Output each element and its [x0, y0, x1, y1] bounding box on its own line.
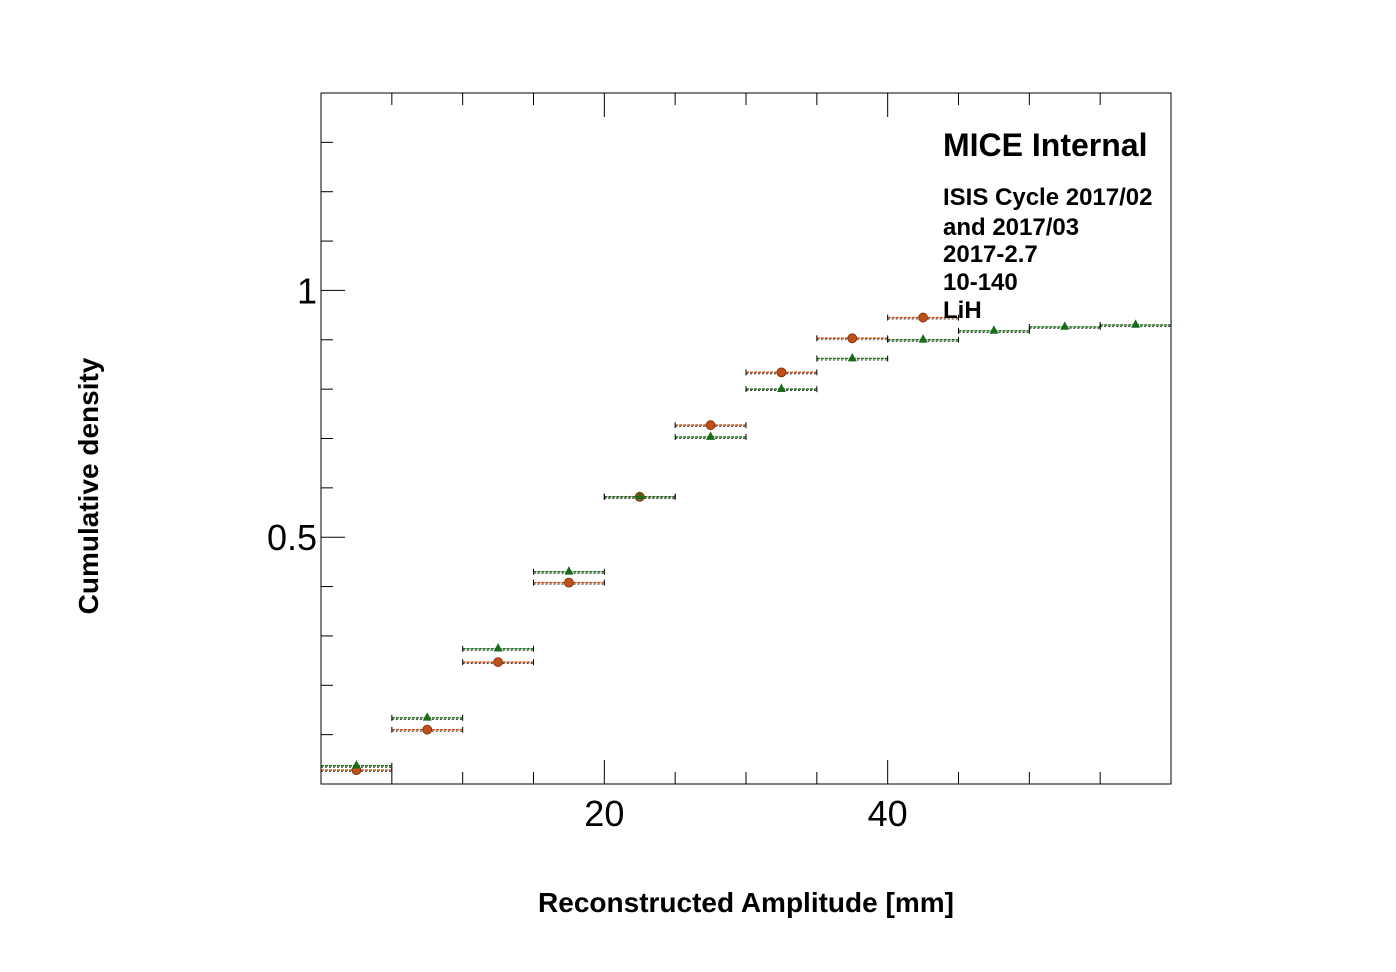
- series-2: [320, 319, 1172, 769]
- data-point: [1099, 319, 1172, 328]
- marker-triangle: [351, 760, 361, 769]
- marker-circle: [422, 724, 433, 735]
- marker-triangle: [1060, 321, 1070, 330]
- data-point: [816, 333, 889, 344]
- data-point: [462, 657, 534, 667]
- marker-circle: [918, 312, 928, 323]
- annotation-line-2: and 2017/03: [943, 214, 1079, 241]
- marker-triangle: [776, 383, 786, 392]
- marker-triangle: [847, 352, 857, 362]
- data-point: [887, 334, 959, 343]
- y-axis-title: Cumulative density: [73, 357, 104, 614]
- data-point: [816, 352, 889, 362]
- data-point: [533, 577, 605, 588]
- data-point: [320, 760, 393, 769]
- annotation-line-5: LiH: [943, 297, 982, 324]
- marker-triangle: [493, 643, 503, 652]
- x-tick-label: 40: [868, 793, 908, 834]
- data-point: [745, 367, 818, 378]
- marker-triangle: [422, 712, 432, 721]
- annotation-title: MICE Internal: [943, 127, 1147, 163]
- data-point: [391, 724, 464, 735]
- marker-triangle: [706, 431, 716, 440]
- y-tick-label: 0.5: [267, 517, 317, 558]
- data-point: [603, 491, 676, 500]
- marker-circle: [493, 657, 503, 667]
- series-1: [320, 312, 959, 776]
- data-point: [887, 312, 959, 323]
- annotation-line-4: 10-140: [943, 269, 1018, 296]
- data-point: [533, 566, 605, 575]
- data-point: [745, 383, 818, 393]
- x-axis-title: Reconstructed Amplitude [mm]: [538, 887, 954, 918]
- marker-circle: [705, 420, 716, 431]
- data-point: [1028, 321, 1101, 330]
- marker-triangle: [635, 491, 645, 500]
- marker-circle: [564, 577, 574, 588]
- marker-triangle: [989, 325, 999, 334]
- y-tick-label: 1: [297, 270, 317, 311]
- marker-triangle: [564, 566, 574, 575]
- marker-triangle: [1131, 319, 1141, 328]
- annotation-line-1: ISIS Cycle 2017/02: [943, 184, 1152, 211]
- data-point: [391, 712, 464, 721]
- annotation-line-3: 2017-2.7: [943, 241, 1038, 268]
- marker-triangle: [918, 334, 928, 343]
- data-point: [462, 643, 534, 652]
- data-point: [674, 431, 747, 441]
- x-tick-label: 20: [584, 793, 624, 834]
- data-point: [958, 325, 1030, 334]
- marker-circle: [776, 367, 787, 378]
- marker-circle: [847, 333, 858, 344]
- data-point: [674, 420, 747, 431]
